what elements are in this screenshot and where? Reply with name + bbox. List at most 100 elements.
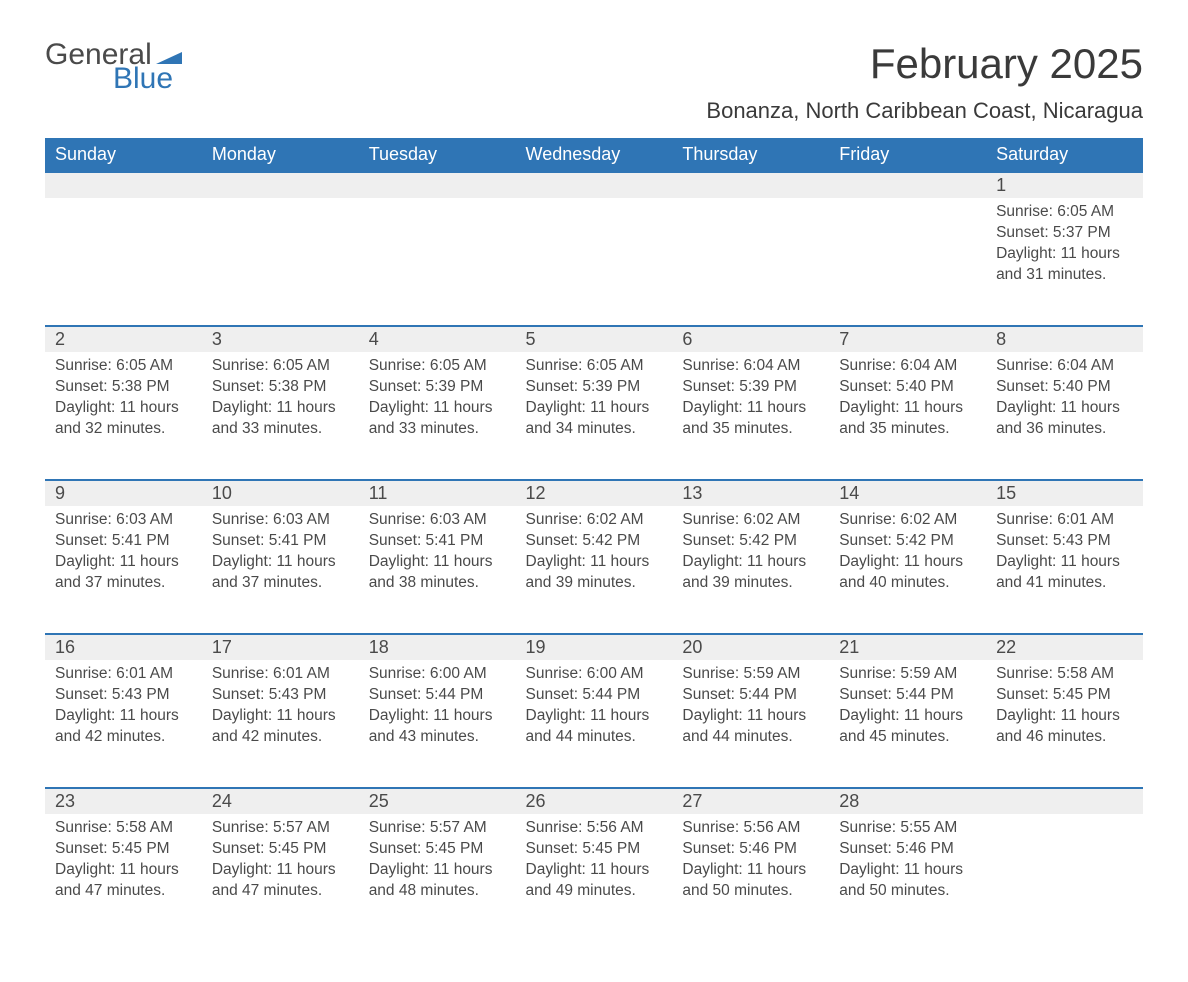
sunrise-text: Sunrise: 5:56 AM bbox=[682, 818, 819, 839]
day-cell: Sunrise: 5:55 AMSunset: 5:46 PMDaylight:… bbox=[829, 814, 986, 942]
sunset-text: Sunset: 5:46 PM bbox=[839, 839, 976, 860]
day-content: Sunrise: 5:59 AMSunset: 5:44 PMDaylight:… bbox=[672, 660, 829, 758]
day-number-cell bbox=[986, 788, 1143, 814]
day-cell bbox=[45, 198, 202, 326]
daylight-text: Daylight: 11 hours and 39 minutes. bbox=[682, 552, 819, 594]
logo: General Blue bbox=[45, 40, 182, 94]
sunset-text: Sunset: 5:44 PM bbox=[839, 685, 976, 706]
day-content: Sunrise: 6:01 AMSunset: 5:43 PMDaylight:… bbox=[202, 660, 359, 758]
sunrise-text: Sunrise: 6:05 AM bbox=[212, 356, 349, 377]
day-content-row: Sunrise: 5:58 AMSunset: 5:45 PMDaylight:… bbox=[45, 814, 1143, 942]
day-cell bbox=[359, 198, 516, 326]
daylight-text: Daylight: 11 hours and 32 minutes. bbox=[55, 398, 192, 440]
day-number-cell: 22 bbox=[986, 634, 1143, 660]
daylight-text: Daylight: 11 hours and 50 minutes. bbox=[682, 860, 819, 902]
day-number-cell: 25 bbox=[359, 788, 516, 814]
day-number-cell: 27 bbox=[672, 788, 829, 814]
sunrise-text: Sunrise: 5:58 AM bbox=[996, 664, 1133, 685]
sunset-text: Sunset: 5:41 PM bbox=[212, 531, 349, 552]
daylight-text: Daylight: 11 hours and 34 minutes. bbox=[526, 398, 663, 440]
day-number-cell: 16 bbox=[45, 634, 202, 660]
day-cell: Sunrise: 6:01 AMSunset: 5:43 PMDaylight:… bbox=[202, 660, 359, 788]
day-number-cell: 20 bbox=[672, 634, 829, 660]
daylight-text: Daylight: 11 hours and 47 minutes. bbox=[212, 860, 349, 902]
sunrise-text: Sunrise: 6:05 AM bbox=[369, 356, 506, 377]
sunset-text: Sunset: 5:41 PM bbox=[369, 531, 506, 552]
day-number-cell: 17 bbox=[202, 634, 359, 660]
sunrise-text: Sunrise: 6:04 AM bbox=[996, 356, 1133, 377]
daylight-text: Daylight: 11 hours and 35 minutes. bbox=[839, 398, 976, 440]
day-number-cell bbox=[516, 172, 673, 198]
day-cell: Sunrise: 5:56 AMSunset: 5:45 PMDaylight:… bbox=[516, 814, 673, 942]
weekday-header: Wednesday bbox=[516, 138, 673, 172]
day-number-cell bbox=[202, 172, 359, 198]
day-cell: Sunrise: 6:03 AMSunset: 5:41 PMDaylight:… bbox=[359, 506, 516, 634]
day-content: Sunrise: 6:04 AMSunset: 5:40 PMDaylight:… bbox=[986, 352, 1143, 450]
daylight-text: Daylight: 11 hours and 42 minutes. bbox=[55, 706, 192, 748]
day-content: Sunrise: 5:56 AMSunset: 5:46 PMDaylight:… bbox=[672, 814, 829, 912]
daylight-text: Daylight: 11 hours and 38 minutes. bbox=[369, 552, 506, 594]
calendar-table: Sunday Monday Tuesday Wednesday Thursday… bbox=[45, 138, 1143, 942]
daylight-text: Daylight: 11 hours and 33 minutes. bbox=[369, 398, 506, 440]
sunrise-text: Sunrise: 6:00 AM bbox=[526, 664, 663, 685]
sunset-text: Sunset: 5:43 PM bbox=[996, 531, 1133, 552]
day-number-cell: 2 bbox=[45, 326, 202, 352]
logo-text-blue: Blue bbox=[113, 64, 182, 94]
sunrise-text: Sunrise: 5:58 AM bbox=[55, 818, 192, 839]
daylight-text: Daylight: 11 hours and 33 minutes. bbox=[212, 398, 349, 440]
sunset-text: Sunset: 5:45 PM bbox=[369, 839, 506, 860]
day-number-cell: 14 bbox=[829, 480, 986, 506]
day-number-cell: 5 bbox=[516, 326, 673, 352]
day-content: Sunrise: 6:02 AMSunset: 5:42 PMDaylight:… bbox=[829, 506, 986, 604]
daylight-text: Daylight: 11 hours and 40 minutes. bbox=[839, 552, 976, 594]
sunset-text: Sunset: 5:44 PM bbox=[682, 685, 819, 706]
day-cell: Sunrise: 6:02 AMSunset: 5:42 PMDaylight:… bbox=[672, 506, 829, 634]
day-content-row: Sunrise: 6:05 AMSunset: 5:37 PMDaylight:… bbox=[45, 198, 1143, 326]
day-cell: Sunrise: 5:57 AMSunset: 5:45 PMDaylight:… bbox=[359, 814, 516, 942]
sunset-text: Sunset: 5:43 PM bbox=[55, 685, 192, 706]
day-cell: Sunrise: 6:05 AMSunset: 5:39 PMDaylight:… bbox=[359, 352, 516, 480]
daylight-text: Daylight: 11 hours and 46 minutes. bbox=[996, 706, 1133, 748]
day-content: Sunrise: 6:05 AMSunset: 5:39 PMDaylight:… bbox=[359, 352, 516, 450]
day-cell: Sunrise: 6:04 AMSunset: 5:40 PMDaylight:… bbox=[829, 352, 986, 480]
day-content-row: Sunrise: 6:01 AMSunset: 5:43 PMDaylight:… bbox=[45, 660, 1143, 788]
day-number-cell: 8 bbox=[986, 326, 1143, 352]
sunset-text: Sunset: 5:39 PM bbox=[369, 377, 506, 398]
day-content: Sunrise: 5:57 AMSunset: 5:45 PMDaylight:… bbox=[359, 814, 516, 912]
sunrise-text: Sunrise: 6:01 AM bbox=[212, 664, 349, 685]
day-content: Sunrise: 6:00 AMSunset: 5:44 PMDaylight:… bbox=[359, 660, 516, 758]
daylight-text: Daylight: 11 hours and 44 minutes. bbox=[526, 706, 663, 748]
day-cell bbox=[202, 198, 359, 326]
day-content: Sunrise: 6:02 AMSunset: 5:42 PMDaylight:… bbox=[672, 506, 829, 604]
day-content-row: Sunrise: 6:03 AMSunset: 5:41 PMDaylight:… bbox=[45, 506, 1143, 634]
sunrise-text: Sunrise: 6:05 AM bbox=[996, 202, 1133, 223]
day-number-cell: 10 bbox=[202, 480, 359, 506]
day-number-cell: 28 bbox=[829, 788, 986, 814]
day-number-row: 1 bbox=[45, 172, 1143, 198]
sunset-text: Sunset: 5:45 PM bbox=[55, 839, 192, 860]
day-number-cell: 7 bbox=[829, 326, 986, 352]
sunrise-text: Sunrise: 5:57 AM bbox=[212, 818, 349, 839]
day-cell: Sunrise: 6:05 AMSunset: 5:39 PMDaylight:… bbox=[516, 352, 673, 480]
daylight-text: Daylight: 11 hours and 45 minutes. bbox=[839, 706, 976, 748]
sunset-text: Sunset: 5:41 PM bbox=[55, 531, 192, 552]
day-content: Sunrise: 5:58 AMSunset: 5:45 PMDaylight:… bbox=[45, 814, 202, 912]
weekday-header: Tuesday bbox=[359, 138, 516, 172]
sunrise-text: Sunrise: 6:05 AM bbox=[526, 356, 663, 377]
sunset-text: Sunset: 5:42 PM bbox=[839, 531, 976, 552]
day-content: Sunrise: 5:58 AMSunset: 5:45 PMDaylight:… bbox=[986, 660, 1143, 758]
weekday-header-row: Sunday Monday Tuesday Wednesday Thursday… bbox=[45, 138, 1143, 172]
day-number-cell bbox=[45, 172, 202, 198]
day-cell: Sunrise: 5:57 AMSunset: 5:45 PMDaylight:… bbox=[202, 814, 359, 942]
day-number-cell: 6 bbox=[672, 326, 829, 352]
day-cell: Sunrise: 6:00 AMSunset: 5:44 PMDaylight:… bbox=[359, 660, 516, 788]
day-number-cell: 24 bbox=[202, 788, 359, 814]
daylight-text: Daylight: 11 hours and 35 minutes. bbox=[682, 398, 819, 440]
day-number-cell bbox=[359, 172, 516, 198]
sunrise-text: Sunrise: 6:01 AM bbox=[996, 510, 1133, 531]
sunset-text: Sunset: 5:44 PM bbox=[369, 685, 506, 706]
day-number-cell bbox=[829, 172, 986, 198]
sunset-text: Sunset: 5:38 PM bbox=[212, 377, 349, 398]
day-content: Sunrise: 6:05 AMSunset: 5:38 PMDaylight:… bbox=[202, 352, 359, 450]
day-number-row: 9101112131415 bbox=[45, 480, 1143, 506]
